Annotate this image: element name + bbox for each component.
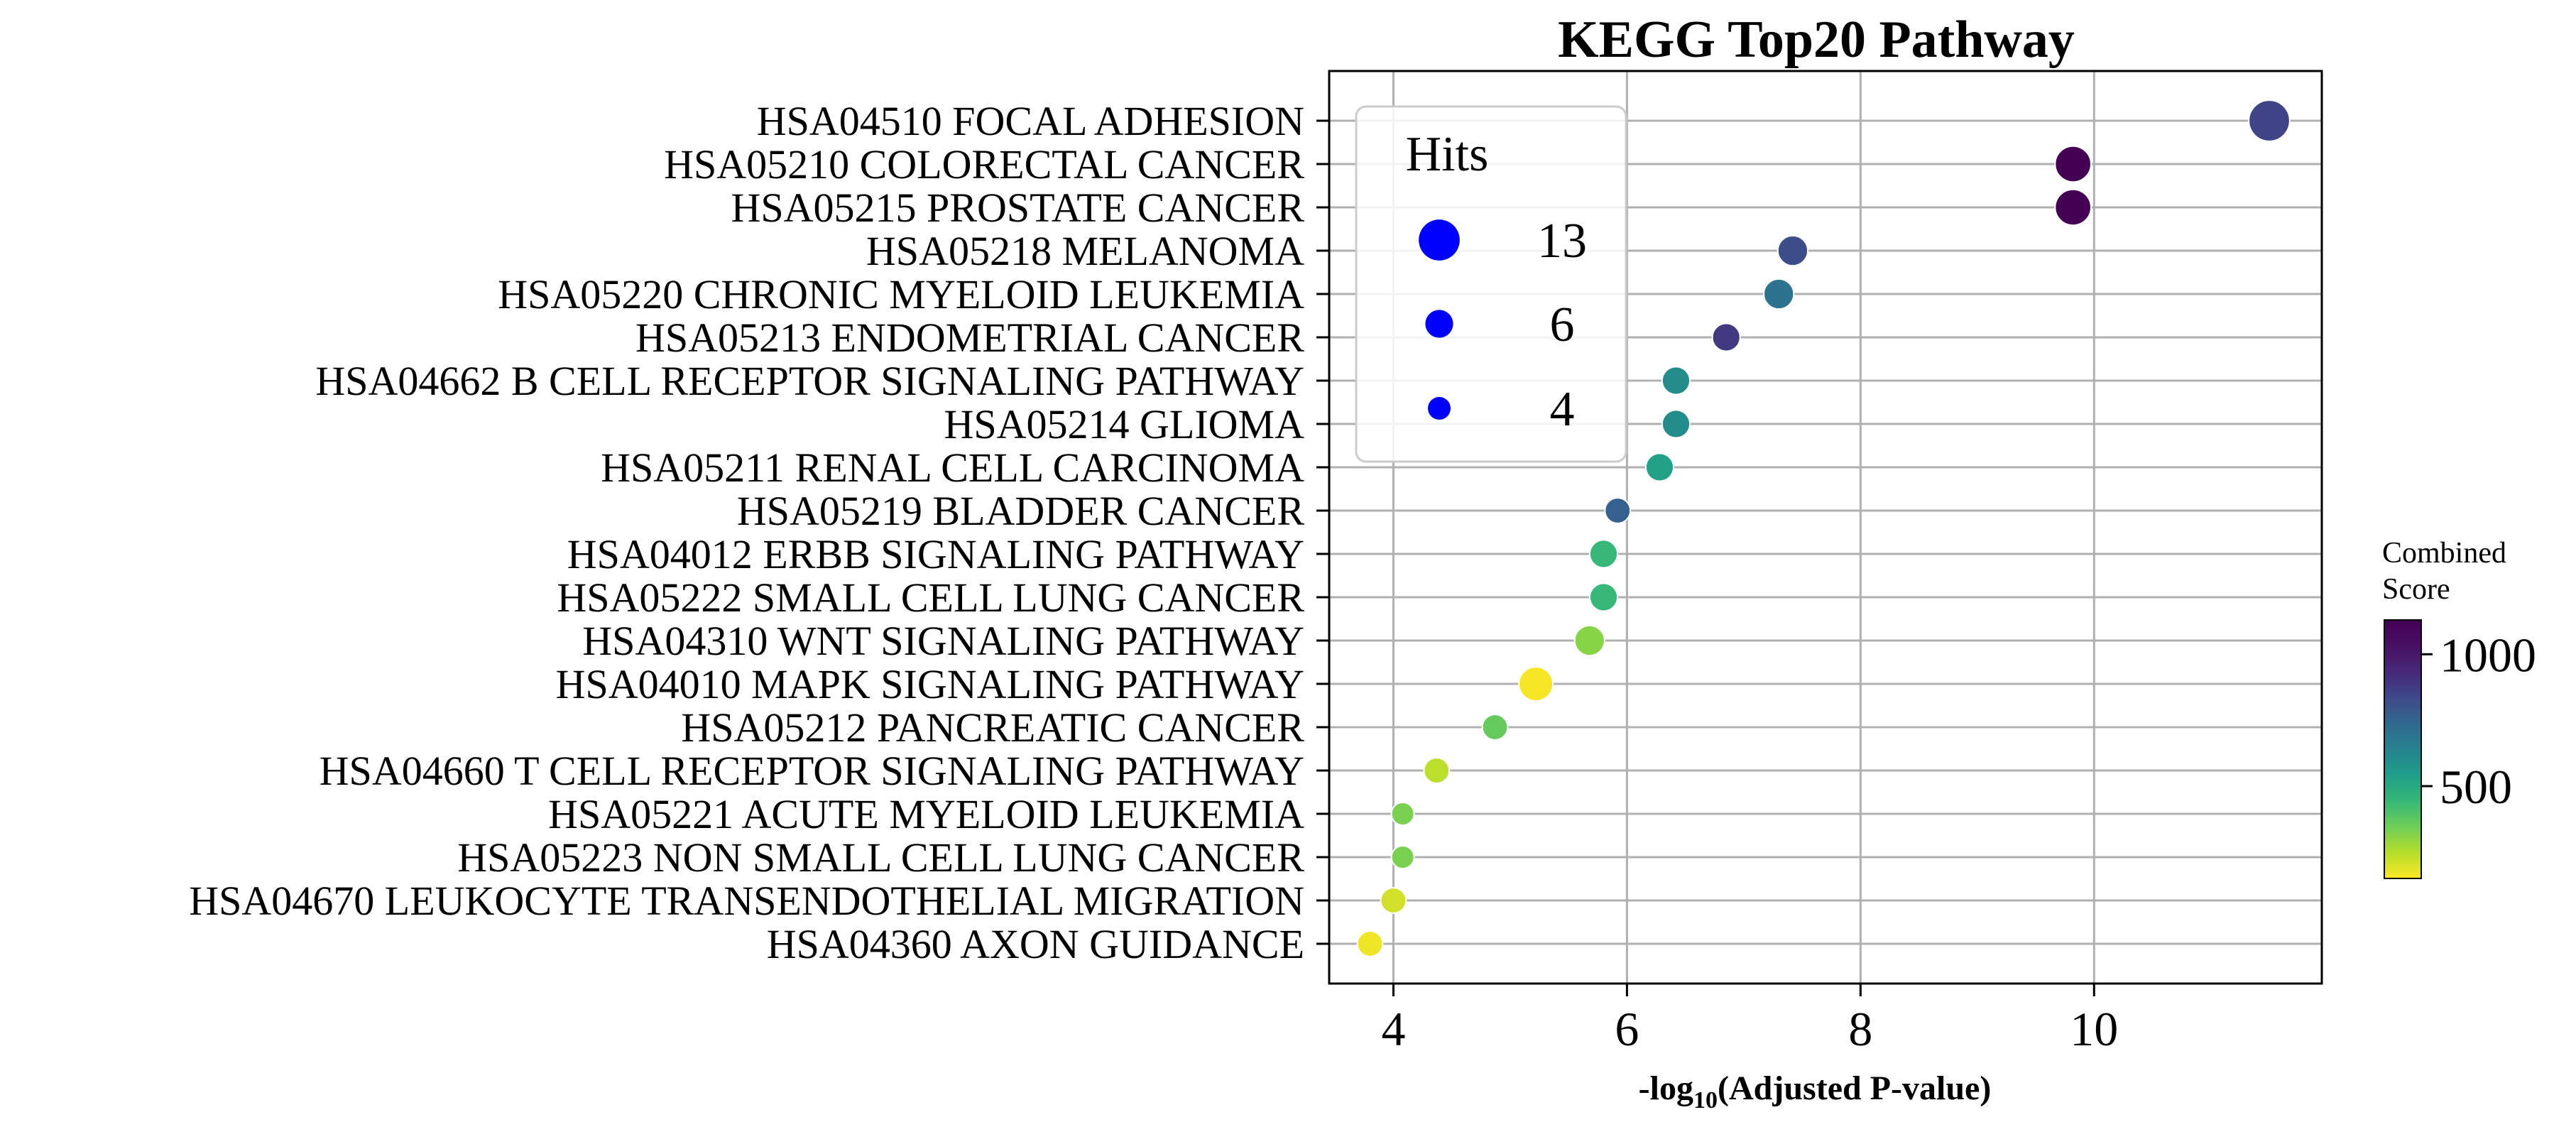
y-tick-label: HSA05220 CHRONIC MYELOID LEUKEMIA <box>498 271 1304 317</box>
legend-label: 6 <box>1550 298 1575 352</box>
data-point <box>1518 666 1554 702</box>
y-tick-label: HSA04012 ERBB SIGNALING PATHWAY <box>567 531 1304 577</box>
y-tick-label: HSA04310 WNT SIGNALING PATHWAY <box>582 618 1304 664</box>
y-ticks <box>1316 119 1329 945</box>
data-point <box>1423 757 1451 784</box>
data-point <box>1588 582 1619 612</box>
data-point <box>1356 930 1384 957</box>
y-tick-label: HSA04360 AXON GUIDANCE <box>767 921 1304 967</box>
data-point <box>1661 409 1691 439</box>
y-tick-label: HSA04662 B CELL RECEPTOR SIGNALING PATHW… <box>315 358 1304 404</box>
data-point <box>1777 234 1809 267</box>
data-point <box>1380 887 1407 914</box>
colorbar-title-line2: Score <box>2382 573 2450 606</box>
plot-frame <box>1328 70 2323 985</box>
legend-title: Hits <box>1406 127 1489 182</box>
data-point <box>1604 497 1632 524</box>
chart-title: KEGG Top20 Pathway <box>1558 11 2075 69</box>
legend-marker <box>1428 397 1451 420</box>
legend-frame <box>1355 105 1627 463</box>
y-tick-label: HSA05215 PROSTATE CANCER <box>731 185 1305 231</box>
data-point <box>1711 322 1741 352</box>
colorbar: Combined Score 500 1000 <box>2382 537 2536 879</box>
legend-label: 13 <box>1537 214 1587 268</box>
y-tick-label: HSA05211 RENAL CELL CARCINOMA <box>601 445 1304 491</box>
colorbar-title-line1: Combined <box>2382 537 2506 570</box>
data-point <box>1644 452 1675 482</box>
y-tick-label: HSA04510 FOCAL ADHESION <box>757 98 1304 144</box>
x-tick-label: 10 <box>2070 1002 2118 1056</box>
data-point <box>1481 714 1509 741</box>
data-point <box>2054 145 2092 183</box>
data-point <box>1390 845 1415 869</box>
data-point <box>2054 188 2092 227</box>
data-point <box>1588 539 1619 569</box>
colorbar-gradient <box>2384 619 2422 879</box>
legend-marker <box>1425 310 1453 338</box>
data-point <box>1763 278 1795 310</box>
y-tick-label: HSA05213 ENDOMETRIAL CANCER <box>635 315 1304 361</box>
data-point <box>2248 99 2291 142</box>
legend-marker <box>1419 219 1460 261</box>
data-point <box>1661 366 1691 396</box>
x-tick-label: 6 <box>1615 1002 1639 1056</box>
legend: Hits 13 6 4 <box>1355 105 1627 463</box>
y-tick-label: HSA05212 PANCREATIC CANCER <box>681 704 1304 751</box>
data-point <box>1573 624 1605 657</box>
y-tick-label: HSA04660 T CELL RECEPTOR SIGNALING PATHW… <box>320 748 1304 794</box>
colorbar-tick-label: 1000 <box>2440 628 2536 682</box>
data-point <box>1390 802 1415 826</box>
x-tick-label: 8 <box>1848 1002 1872 1056</box>
points <box>1356 99 2291 957</box>
y-tick-label: HSA04670 LEUKOCYTE TRANSENDOTHELIAL MIGR… <box>189 878 1304 924</box>
y-tick-label: HSA05218 MELANOMA <box>866 228 1304 274</box>
y-tick-label: HSA05223 NON SMALL CELL LUNG CANCER <box>457 834 1304 881</box>
legend-label: 4 <box>1550 382 1575 437</box>
y-tick-label: HSA05221 ACUTE MYELOID LEUKEMIA <box>548 791 1304 837</box>
x-ticks: 4 6 8 10 <box>1381 984 2118 1056</box>
x-axis-title: -log10(Adjusted P-value) <box>1639 1069 1992 1114</box>
y-tick-label: HSA05214 GLIOMA <box>944 401 1305 447</box>
y-tick-label: HSA05210 COLORECTAL CANCER <box>664 141 1304 187</box>
y-tick-label: HSA05219 BLADDER CANCER <box>737 488 1304 534</box>
x-tick-label: 4 <box>1381 1002 1405 1056</box>
y-tick-label: HSA05222 SMALL CELL LUNG CANCER <box>557 575 1304 621</box>
y-tick-label: HSA04010 MAPK SIGNALING PATHWAY <box>556 661 1304 707</box>
colorbar-tick-label: 500 <box>2440 760 2512 814</box>
